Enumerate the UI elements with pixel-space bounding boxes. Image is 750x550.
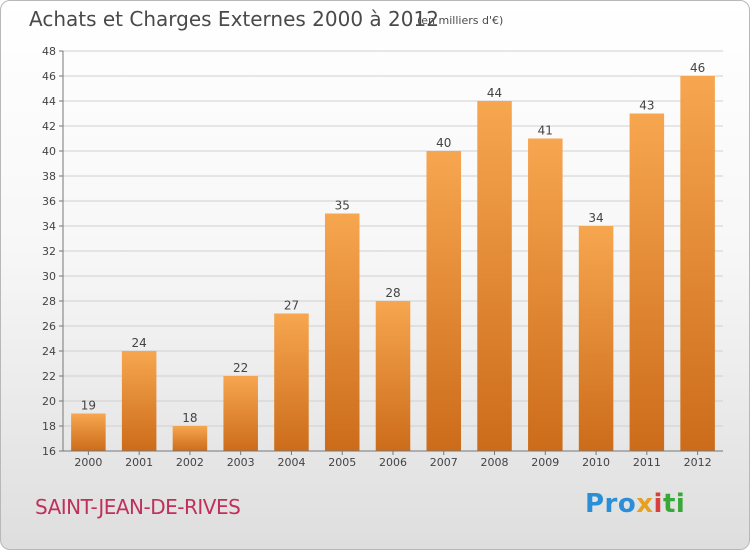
x-tick-label: 2007 xyxy=(430,456,458,469)
bar-value-label: 19 xyxy=(81,399,96,413)
x-tick-label: 2011 xyxy=(633,456,661,469)
y-tick-label: 18 xyxy=(42,420,56,433)
x-tick-label: 2002 xyxy=(176,456,204,469)
y-tick-label: 42 xyxy=(42,120,56,133)
bar-value-label: 44 xyxy=(487,86,502,100)
y-tick-label: 38 xyxy=(42,170,56,183)
bar xyxy=(680,76,715,451)
y-tick-label: 28 xyxy=(42,295,56,308)
y-tick-label: 30 xyxy=(42,270,56,283)
chart-title: Achats et Charges Externes 2000 à 2012 xyxy=(29,7,439,31)
x-tick-label: 2000 xyxy=(74,456,102,469)
x-tick-label: 2010 xyxy=(582,456,610,469)
bar-value-label: 28 xyxy=(385,286,400,300)
bar-value-label: 41 xyxy=(538,124,553,138)
y-tick-label: 32 xyxy=(42,245,56,258)
y-tick-label: 36 xyxy=(42,195,56,208)
bar-value-label: 46 xyxy=(690,61,705,75)
x-tick-label: 2008 xyxy=(481,456,509,469)
y-tick-label: 34 xyxy=(42,220,56,233)
bar xyxy=(121,351,157,451)
bar xyxy=(477,101,512,451)
logo-part: ti xyxy=(662,489,686,519)
x-tick-label: 2001 xyxy=(125,456,153,469)
bar xyxy=(71,413,106,451)
bar xyxy=(578,226,614,451)
x-tick-label: 2004 xyxy=(277,456,305,469)
bar-value-label: 34 xyxy=(588,211,603,225)
bar xyxy=(274,313,309,451)
bar xyxy=(528,138,563,451)
x-tick-label: 2006 xyxy=(379,456,407,469)
logo-part: i xyxy=(653,489,663,519)
bar xyxy=(172,426,208,451)
y-tick-label: 46 xyxy=(42,70,56,83)
bar xyxy=(375,301,411,451)
bar-value-label: 18 xyxy=(182,411,197,425)
bar xyxy=(629,113,665,451)
x-tick-label: 2009 xyxy=(531,456,559,469)
proxiti-logo: Proxiti xyxy=(585,489,685,519)
bar-value-label: 27 xyxy=(284,299,299,313)
logo-part: x xyxy=(636,489,654,519)
bar-value-label: 24 xyxy=(132,336,147,350)
y-tick-label: 40 xyxy=(42,145,56,158)
bar-value-label: 22 xyxy=(233,361,248,375)
chart-subtitle: (en milliers d'€) xyxy=(417,14,504,27)
y-tick-label: 44 xyxy=(42,95,56,108)
y-tick-label: 26 xyxy=(42,320,56,333)
y-tick-label: 16 xyxy=(42,445,56,458)
y-tick-label: 22 xyxy=(42,370,56,383)
x-tick-label: 2012 xyxy=(684,456,712,469)
x-tick-label: 2005 xyxy=(328,456,356,469)
bar xyxy=(223,376,258,451)
y-tick-label: 20 xyxy=(42,395,56,408)
y-tick-label: 24 xyxy=(42,345,56,358)
bar xyxy=(324,213,360,451)
logo-part: Pro xyxy=(585,489,637,519)
x-tick-label: 2003 xyxy=(227,456,255,469)
bar xyxy=(426,151,462,451)
commune-name: SAINT-JEAN-DE-RIVES xyxy=(35,495,241,519)
y-tick-label: 48 xyxy=(42,45,56,58)
bar-value-label: 35 xyxy=(335,199,350,213)
bar-value-label: 43 xyxy=(639,99,654,113)
bar-value-label: 40 xyxy=(436,136,451,150)
